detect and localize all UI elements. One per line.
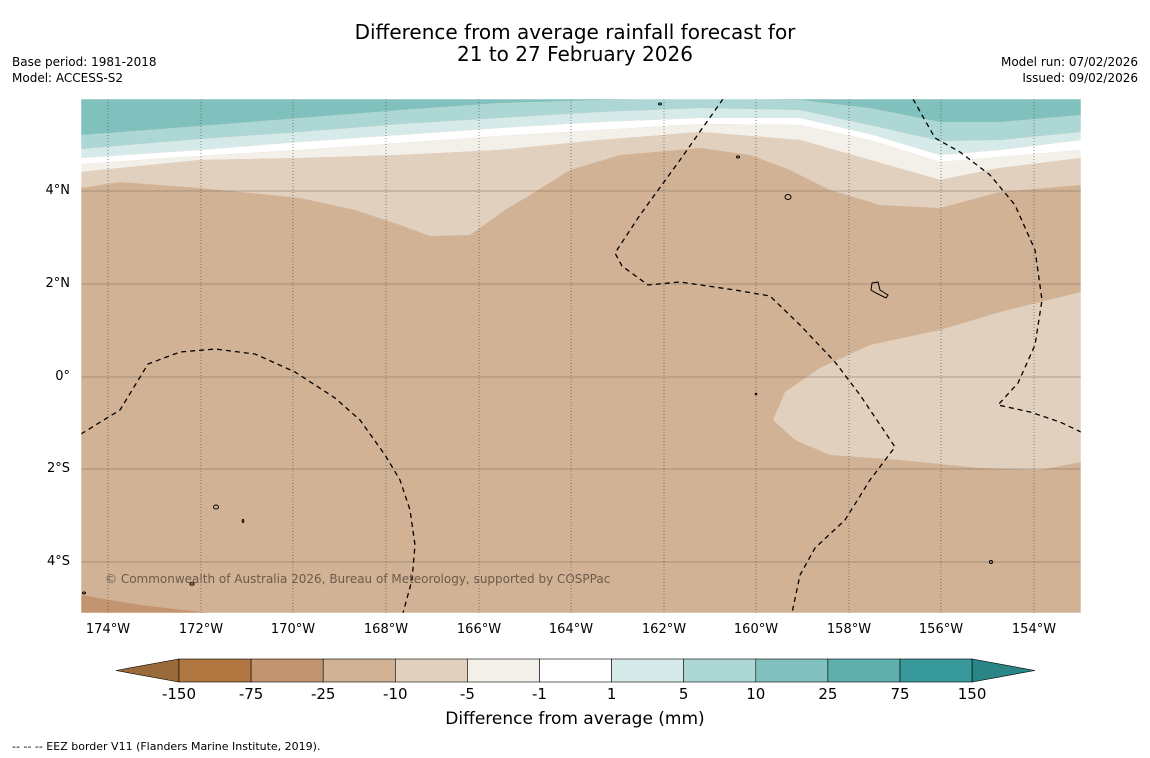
colorbar-segment xyxy=(467,658,540,683)
colorbar-segment xyxy=(755,658,829,683)
model-run: Model run: 07/02/2026 xyxy=(1000,55,1138,69)
eez-footnote: -- -- -- EEZ border V11 (Flanders Marine… xyxy=(12,740,321,753)
lon-label-164w: 164°W xyxy=(548,622,594,637)
lon-label-162w: 162°W xyxy=(641,622,687,637)
colorbar-tick-label: 150 xyxy=(957,685,987,703)
colorbar-title: Difference from average (mm) xyxy=(445,709,705,729)
colorbar-segment xyxy=(611,658,684,683)
graticule xyxy=(81,190,1081,563)
copyright-notice: © Commonwealth of Australia 2026, Bureau… xyxy=(105,572,611,586)
colorbar-segment xyxy=(250,658,324,683)
eez-borders xyxy=(81,99,1081,613)
eez-border-west xyxy=(81,348,416,613)
colorbar-tick-label: 5 xyxy=(678,685,689,703)
colorbar xyxy=(115,658,1036,683)
colorbar-extend-high xyxy=(971,658,1036,683)
lon-label-160w: 160°W xyxy=(733,622,779,637)
colorbar-segment xyxy=(899,658,973,683)
island-7 xyxy=(189,582,195,586)
lon-label-168w: 168°W xyxy=(363,622,409,637)
eez-border-central xyxy=(614,99,896,613)
colorbar-tick-label: -75 xyxy=(238,685,264,703)
chart-title-line1: Difference from average rainfall forecas… xyxy=(354,20,796,44)
colorbar-segment xyxy=(394,658,468,683)
colorbar-tick-label: -150 xyxy=(161,685,197,703)
band-zero xyxy=(81,118,1081,164)
lat-label-0: 0° xyxy=(55,369,70,384)
island-4 xyxy=(754,392,758,396)
map-fill xyxy=(81,99,1081,613)
band-5 xyxy=(81,108,1081,158)
colorbar-tick-label: -10 xyxy=(383,685,408,703)
chart-title-line2: 21 to 27 February 2026 xyxy=(457,42,693,66)
colorbar-tick-label: -5 xyxy=(459,685,475,703)
island-1 xyxy=(658,102,662,106)
colorbar-tick-label: -1 xyxy=(532,685,547,703)
colorbar-segment xyxy=(827,658,901,683)
colorbar-tick-label: 25 xyxy=(818,685,838,703)
lon-label-172w: 172°W xyxy=(178,622,224,637)
eez-border-east xyxy=(912,99,1081,433)
meta-right: Model run: 07/02/2026 Issued: 09/02/2026 xyxy=(1001,54,1138,86)
island-9 xyxy=(82,591,86,595)
band-25 xyxy=(81,99,1081,135)
colorbar-extend-low xyxy=(115,658,180,683)
band-minus-1 xyxy=(81,124,1081,180)
colorbar-segment xyxy=(322,658,396,683)
lat-label-4s: 4°S xyxy=(46,554,70,569)
model-name: Model: ACCESS-S2 xyxy=(12,71,124,85)
southeast-light-area xyxy=(773,292,1081,470)
lon-label-154w: 154°W xyxy=(1011,622,1057,637)
island-kiritimati xyxy=(870,281,889,299)
band-minus-5 xyxy=(81,132,1081,236)
colorbar-tick-label: 75 xyxy=(890,685,910,703)
lon-label-166w: 166°W xyxy=(456,622,502,637)
lat-label-4n: 4°N xyxy=(45,183,71,198)
colorbar-segment xyxy=(683,658,757,683)
lon-label-158w: 158°W xyxy=(826,622,872,637)
meta-left: Base period: 1981-2018 Model: ACCESS-S2 xyxy=(12,54,157,86)
island-5 xyxy=(213,504,219,510)
colorbar-tick-label: -25 xyxy=(310,685,336,703)
lat-label-2s: 2°S xyxy=(46,461,70,476)
base-period: Base period: 1981-2018 xyxy=(12,55,157,69)
colorbar-segment xyxy=(539,658,612,683)
islands xyxy=(82,102,993,595)
island-6 xyxy=(241,519,245,523)
lon-label-174w: 174°W xyxy=(85,622,131,637)
lat-label-2n: 2°N xyxy=(45,276,71,291)
issued-date: Issued: 09/02/2026 xyxy=(1022,71,1138,85)
colorbar-tick-label: 1 xyxy=(606,685,617,703)
lon-label-156w: 156°W xyxy=(918,622,964,637)
band-10 xyxy=(81,99,1081,149)
colorbar-segment xyxy=(178,658,252,683)
map-frame xyxy=(80,98,1082,614)
island-8 xyxy=(989,560,993,564)
colorbar-tick-label: 10 xyxy=(746,685,766,703)
island-3 xyxy=(784,194,792,200)
island-2 xyxy=(736,155,740,159)
lon-label-170w: 170°W xyxy=(270,622,316,637)
southwest-dark-patch xyxy=(81,595,210,613)
